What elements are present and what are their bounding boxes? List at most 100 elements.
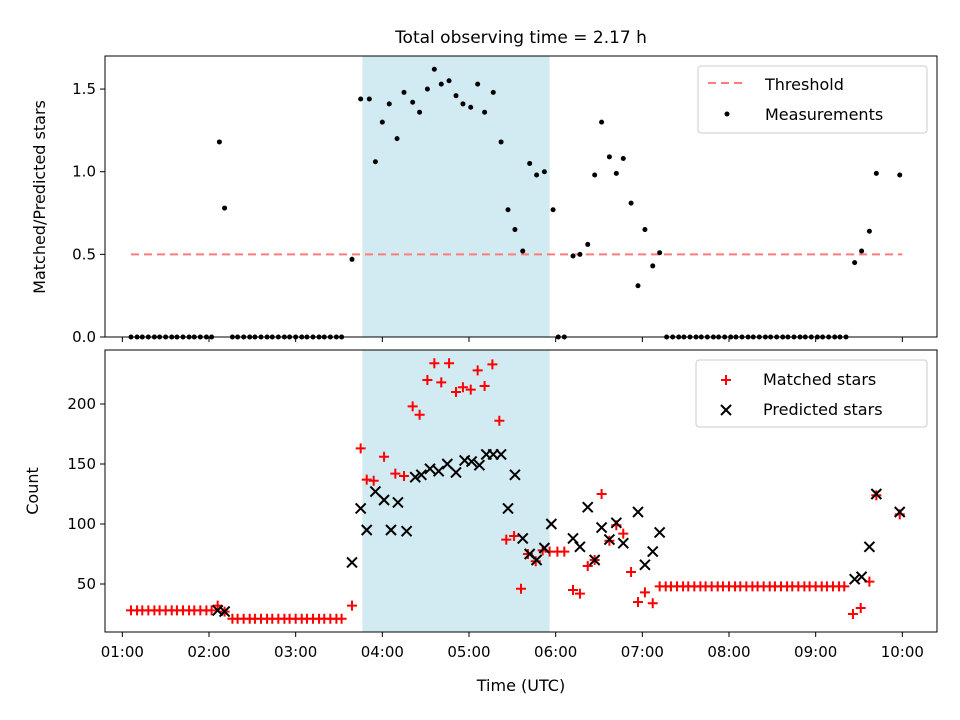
measurement-point	[453, 93, 459, 99]
legend-measurements-swatch	[724, 111, 730, 117]
measurement-point	[577, 251, 583, 257]
matched-star-points	[126, 358, 905, 624]
measurement-point	[401, 89, 407, 95]
predicted-star-point	[647, 545, 659, 558]
matched-star-point	[574, 588, 585, 599]
top-y-tick-label: 1.5	[72, 80, 96, 98]
x-axis-label: Time (UTC)	[476, 676, 565, 695]
matched-star-point	[559, 546, 570, 557]
bottom-y-tick-label: 50	[77, 575, 96, 593]
measurement-point	[541, 169, 547, 175]
measurement-point	[446, 78, 452, 84]
predicted-star-point	[545, 518, 558, 530]
legend-plus-marker	[721, 375, 731, 385]
measurement-point	[216, 139, 222, 145]
top-y-ticks: 0.0 0.5 1.0 1.5	[72, 80, 105, 346]
measurement-point	[366, 96, 372, 102]
bottom-x-ticks: 01:00 02:00 03:00 04:00 05:00 06:00 07:00 08:00…	[101, 632, 924, 661]
top-y-axis-label: Matched/Predicted stars	[30, 100, 49, 294]
measurement-point	[550, 207, 556, 213]
measurement-point	[460, 101, 466, 107]
top-y-tick-label: 0.5	[72, 245, 96, 263]
measurement-point	[534, 172, 540, 178]
bottom-y-tick-label: 100	[67, 515, 96, 533]
predicted-star-point	[392, 496, 404, 509]
bottom-legend: Matched stars Predicted stars	[695, 359, 928, 428]
predicted-star-point	[595, 521, 608, 534]
matched-star-point	[568, 585, 578, 595]
measurement-point	[650, 263, 656, 269]
matched-star-point	[516, 583, 526, 594]
predicted-star-point	[517, 532, 529, 545]
matched-star-point	[847, 609, 858, 619]
predicted-star-point	[473, 459, 486, 471]
matched-star-point	[429, 358, 440, 369]
measurement-point	[642, 227, 648, 233]
measurement-point	[222, 205, 228, 211]
measurement-point	[657, 250, 663, 256]
measurement-point	[635, 283, 641, 289]
predicted-star-point	[432, 465, 445, 477]
predicted-star-point	[530, 554, 543, 566]
matched-star-point	[368, 475, 379, 486]
bottom-y-tick-label: 150	[67, 455, 96, 473]
measurement-point	[613, 170, 619, 176]
predicted-star-point	[415, 469, 428, 481]
legend-x-marker	[720, 404, 732, 416]
bottom-legend-box	[695, 359, 928, 428]
measurement-point	[349, 256, 355, 262]
predicted-star-point	[495, 448, 507, 461]
measurement-point	[468, 104, 474, 110]
legend-measurements-label: Measurements	[765, 105, 883, 124]
bottom-y-ticks: 50 100 150 200	[67, 395, 105, 593]
predicted-star-point	[582, 501, 594, 513]
measurement-point	[386, 101, 392, 107]
matched-star-point	[444, 358, 455, 369]
matched-star-point	[633, 597, 643, 607]
legend-matched-label: Matched stars	[763, 370, 876, 389]
matched-star-point	[465, 384, 476, 395]
measurement-point	[417, 109, 423, 115]
matched-star-point	[361, 474, 372, 485]
matched-star-point	[626, 567, 637, 577]
matched-star-point	[596, 489, 607, 499]
bottom-x-tick-label: 01:00	[101, 643, 144, 661]
predicted-star-point	[385, 524, 397, 536]
matched-star-point	[355, 443, 366, 454]
matched-star-point	[494, 415, 505, 426]
matched-star-point	[451, 387, 461, 397]
matched-star-point	[487, 359, 498, 370]
measurement-point	[358, 96, 364, 102]
measurement-point	[482, 109, 488, 115]
measurement-point	[490, 89, 496, 95]
matched-star-point	[336, 613, 347, 624]
matched-star-point	[422, 375, 433, 385]
matched-star-point	[509, 531, 520, 541]
matched-star-point	[399, 471, 409, 481]
matched-star-point	[206, 605, 217, 616]
measurement-point	[372, 159, 378, 165]
measurement-point	[620, 155, 626, 161]
bottom-x-tick-label: 02:00	[187, 643, 230, 661]
matched-star-point	[414, 409, 425, 420]
predicted-star-point	[567, 532, 579, 545]
predicted-star-point	[378, 494, 390, 506]
matched-star-point	[501, 534, 512, 545]
predicted-star-point	[361, 524, 373, 536]
measurement-point	[498, 139, 504, 145]
observing-interval-shade	[362, 56, 550, 337]
measurement-point	[866, 228, 872, 234]
legend-matched-swatch	[721, 375, 731, 385]
measurement-point	[628, 200, 634, 206]
predicted-star-point	[848, 573, 861, 585]
predicted-star-point	[653, 526, 666, 539]
predicted-star-point	[369, 485, 382, 498]
bottom-x-tick-label: 10:00	[881, 643, 924, 661]
measurement-point	[410, 99, 416, 105]
matched-star-point	[379, 451, 390, 462]
top-legend-box	[697, 65, 928, 134]
predicted-star-point	[502, 502, 514, 515]
measurement-point	[438, 81, 444, 87]
matched-star-point	[212, 600, 223, 611]
top-y-tick-label: 0.0	[72, 328, 96, 346]
